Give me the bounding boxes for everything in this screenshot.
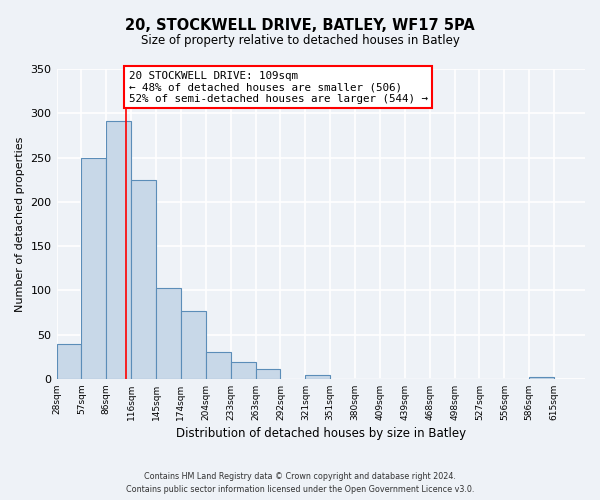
Bar bbox=[305, 376, 330, 379]
Bar bbox=[256, 369, 280, 379]
Text: 20 STOCKWELL DRIVE: 109sqm
← 48% of detached houses are smaller (506)
52% of sem: 20 STOCKWELL DRIVE: 109sqm ← 48% of deta… bbox=[128, 71, 428, 104]
Text: 20, STOCKWELL DRIVE, BATLEY, WF17 5PA: 20, STOCKWELL DRIVE, BATLEY, WF17 5PA bbox=[125, 18, 475, 32]
Bar bbox=[56, 344, 82, 379]
Bar bbox=[206, 352, 230, 379]
Bar bbox=[529, 377, 554, 379]
Bar bbox=[131, 180, 156, 379]
Bar bbox=[230, 362, 256, 379]
Bar bbox=[106, 121, 131, 379]
Bar bbox=[181, 310, 206, 379]
Bar bbox=[156, 288, 181, 379]
X-axis label: Distribution of detached houses by size in Batley: Distribution of detached houses by size … bbox=[176, 427, 466, 440]
Bar bbox=[82, 158, 106, 379]
Text: Contains HM Land Registry data © Crown copyright and database right 2024.
Contai: Contains HM Land Registry data © Crown c… bbox=[126, 472, 474, 494]
Y-axis label: Number of detached properties: Number of detached properties bbox=[15, 136, 25, 312]
Text: Size of property relative to detached houses in Batley: Size of property relative to detached ho… bbox=[140, 34, 460, 47]
